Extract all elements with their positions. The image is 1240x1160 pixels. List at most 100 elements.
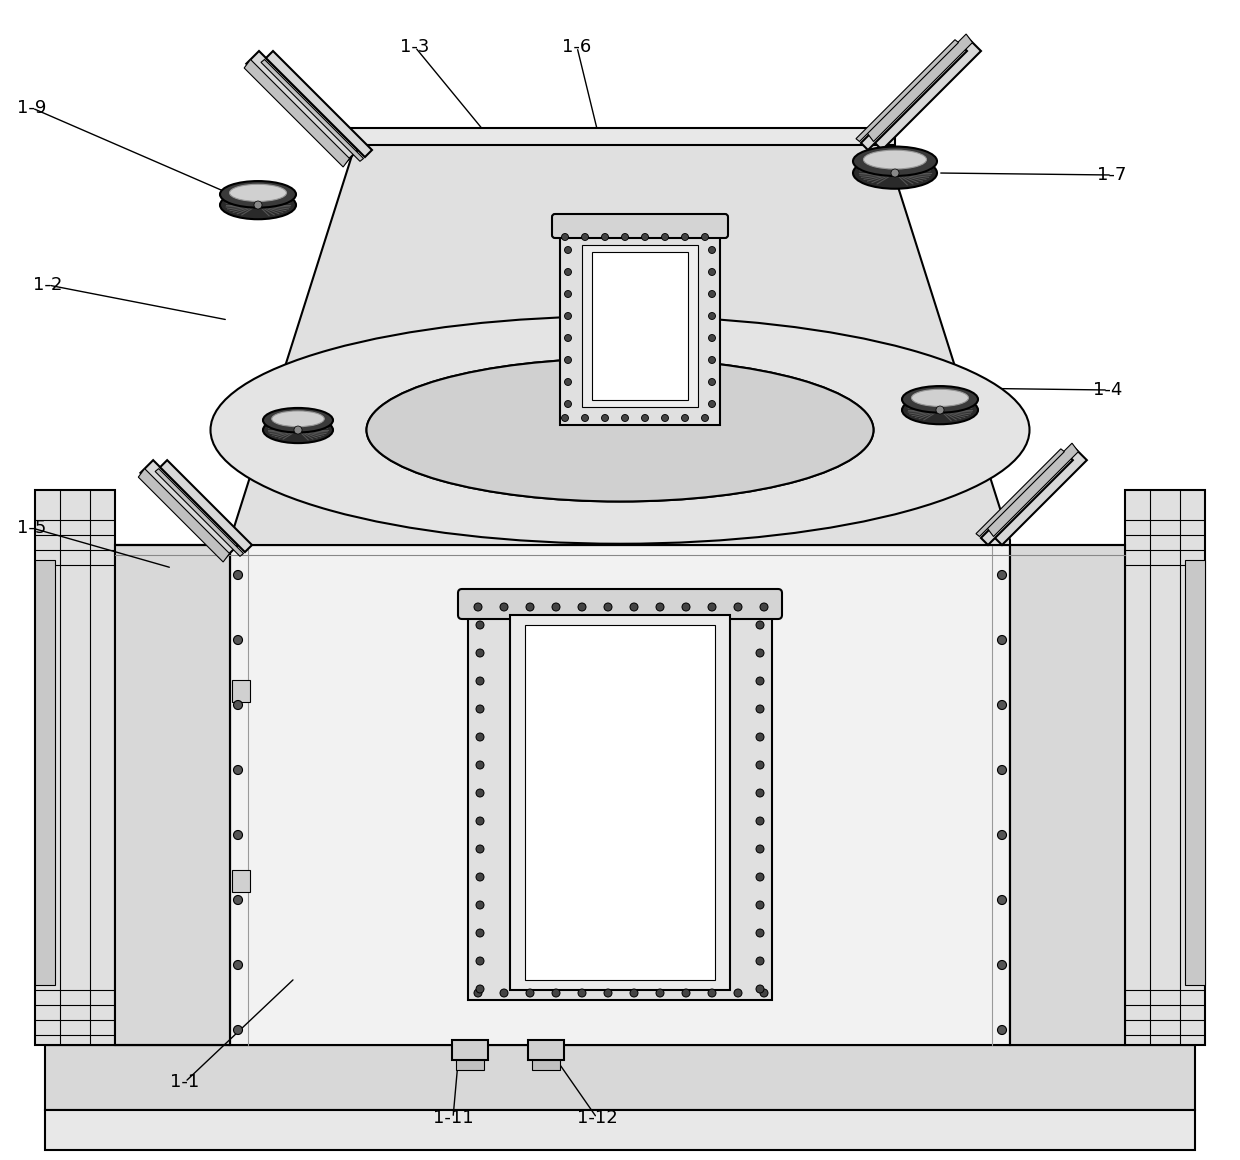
Polygon shape — [35, 490, 115, 1045]
Circle shape — [682, 414, 688, 421]
Circle shape — [476, 761, 484, 769]
Circle shape — [526, 989, 534, 996]
Circle shape — [621, 233, 629, 240]
Circle shape — [756, 761, 764, 769]
Text: 1-5: 1-5 — [17, 519, 47, 537]
Polygon shape — [140, 461, 238, 558]
Circle shape — [564, 290, 572, 297]
Ellipse shape — [901, 396, 978, 425]
Circle shape — [997, 1025, 1007, 1035]
Circle shape — [526, 603, 534, 611]
Polygon shape — [981, 454, 1073, 545]
Polygon shape — [35, 560, 55, 985]
Circle shape — [476, 844, 484, 853]
Circle shape — [641, 414, 649, 421]
Circle shape — [562, 233, 568, 240]
Circle shape — [294, 426, 303, 434]
Text: 1-11: 1-11 — [433, 1109, 474, 1128]
Circle shape — [233, 960, 243, 970]
Polygon shape — [155, 469, 243, 557]
Ellipse shape — [911, 390, 968, 406]
Circle shape — [708, 989, 715, 996]
Circle shape — [708, 378, 715, 385]
Circle shape — [997, 571, 1007, 580]
Circle shape — [476, 901, 484, 909]
Circle shape — [476, 985, 484, 993]
Polygon shape — [463, 593, 777, 615]
Ellipse shape — [367, 358, 873, 501]
Circle shape — [474, 603, 482, 611]
Circle shape — [552, 989, 560, 996]
Polygon shape — [532, 1060, 560, 1070]
Ellipse shape — [272, 411, 324, 427]
Text: 1-1: 1-1 — [170, 1073, 200, 1092]
Polygon shape — [510, 615, 730, 989]
Circle shape — [564, 400, 572, 407]
Circle shape — [254, 201, 262, 209]
Polygon shape — [115, 545, 229, 1045]
Polygon shape — [453, 1041, 489, 1060]
Circle shape — [708, 356, 715, 363]
Circle shape — [702, 233, 708, 240]
Circle shape — [233, 636, 243, 645]
Text: 1-7: 1-7 — [1097, 166, 1127, 184]
Circle shape — [682, 989, 689, 996]
Circle shape — [233, 701, 243, 710]
Circle shape — [997, 766, 1007, 775]
Circle shape — [630, 989, 639, 996]
Circle shape — [708, 400, 715, 407]
Text: 1-6: 1-6 — [563, 38, 591, 56]
Polygon shape — [861, 44, 967, 150]
Polygon shape — [467, 600, 773, 1000]
Circle shape — [564, 312, 572, 319]
Circle shape — [582, 414, 589, 421]
Circle shape — [601, 414, 609, 421]
Polygon shape — [869, 38, 981, 150]
Polygon shape — [265, 51, 372, 157]
Circle shape — [582, 233, 589, 240]
Polygon shape — [456, 1060, 484, 1070]
Ellipse shape — [901, 386, 978, 413]
Circle shape — [476, 873, 484, 880]
Circle shape — [997, 701, 1007, 710]
Circle shape — [708, 312, 715, 319]
Polygon shape — [528, 1041, 564, 1060]
Circle shape — [756, 705, 764, 713]
Circle shape — [708, 290, 715, 297]
Circle shape — [892, 169, 899, 177]
Circle shape — [708, 247, 715, 254]
Ellipse shape — [853, 158, 937, 189]
Bar — [232, 680, 250, 702]
Ellipse shape — [863, 150, 926, 169]
Polygon shape — [591, 252, 688, 400]
Circle shape — [604, 989, 613, 996]
Circle shape — [756, 621, 764, 629]
Circle shape — [756, 789, 764, 797]
Circle shape — [604, 603, 613, 611]
Polygon shape — [139, 469, 229, 561]
Polygon shape — [247, 51, 358, 162]
Circle shape — [564, 334, 572, 341]
Circle shape — [476, 733, 484, 741]
Bar — [232, 870, 250, 892]
FancyBboxPatch shape — [458, 589, 782, 619]
Ellipse shape — [229, 184, 286, 202]
Polygon shape — [244, 59, 350, 167]
Text: 1-2: 1-2 — [33, 276, 63, 293]
Circle shape — [233, 896, 243, 905]
Circle shape — [474, 989, 482, 996]
Ellipse shape — [219, 181, 296, 208]
Ellipse shape — [263, 416, 334, 443]
Circle shape — [630, 603, 639, 611]
Circle shape — [756, 873, 764, 880]
Polygon shape — [45, 1045, 1195, 1110]
Polygon shape — [1185, 560, 1205, 985]
Circle shape — [756, 733, 764, 741]
Circle shape — [760, 603, 768, 611]
Circle shape — [997, 636, 1007, 645]
Ellipse shape — [263, 408, 334, 433]
Polygon shape — [582, 245, 698, 407]
Polygon shape — [987, 443, 1079, 537]
Text: 1-9: 1-9 — [17, 99, 47, 117]
Circle shape — [578, 989, 587, 996]
